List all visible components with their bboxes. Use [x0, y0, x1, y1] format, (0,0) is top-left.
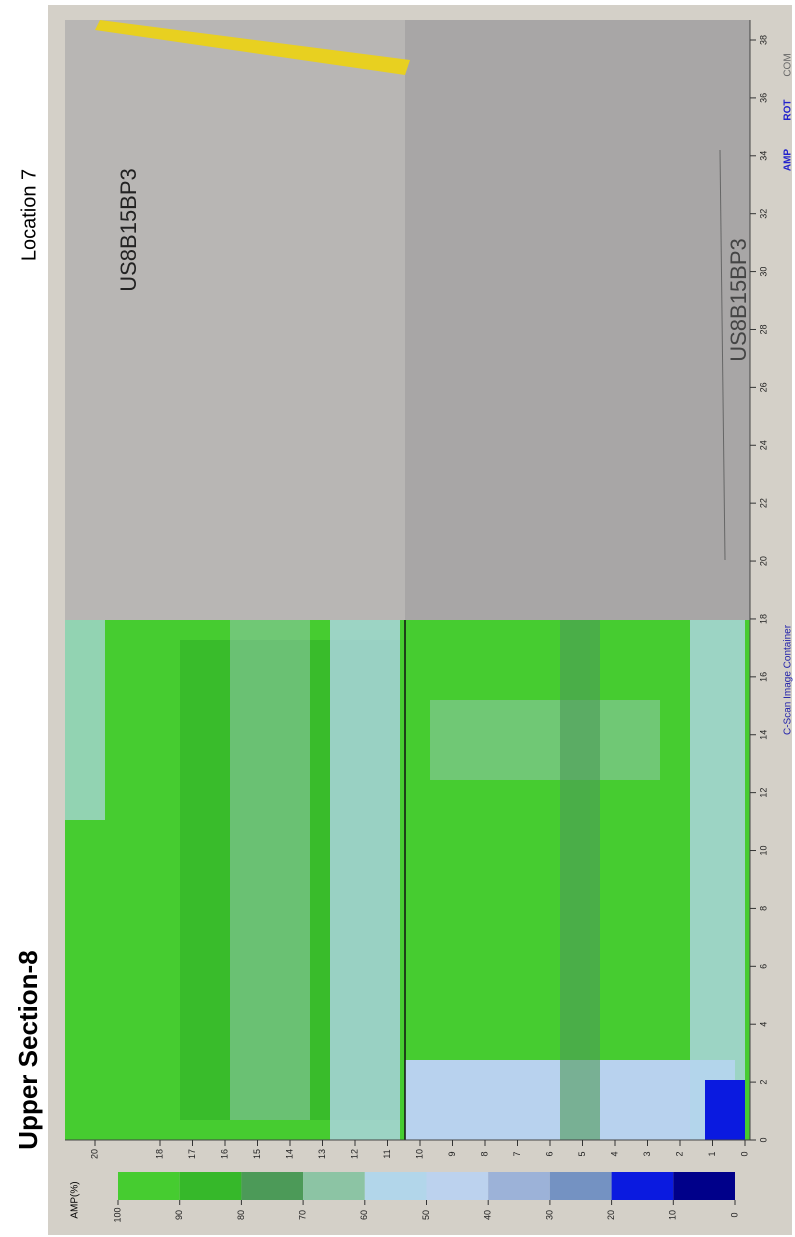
index-tick-label: 16: [219, 1149, 229, 1159]
scan-tick-label: 30: [758, 267, 768, 277]
scan-tick-label: 20: [758, 556, 768, 566]
colorbar-swatch: [488, 1172, 550, 1200]
index-tick-label: 7: [512, 1151, 522, 1156]
colorbar-swatch: [364, 1172, 427, 1200]
index-tick-label: 12: [349, 1149, 359, 1159]
title: Upper Section-8: [13, 950, 43, 1149]
scan-tick-label: 26: [758, 382, 768, 392]
scan-tick-label: 0: [758, 1137, 768, 1142]
colorbar-swatch: [241, 1172, 304, 1200]
colorbar-swatch: [118, 1172, 180, 1200]
index-tick-label: 4: [609, 1151, 619, 1156]
colorbar-tick-label: 10: [668, 1210, 678, 1220]
index-tick-label: 5: [577, 1151, 587, 1156]
colorbar-tick-label: 40: [483, 1210, 493, 1220]
index-tick-label: 8: [479, 1151, 489, 1156]
index-tick-label: 3: [642, 1151, 652, 1156]
button[interactable]: COM: [783, 53, 794, 76]
colorbar-tick-label: 0: [729, 1212, 739, 1217]
scan-tick-label: 34: [758, 151, 768, 161]
index-tick-label: 0: [739, 1151, 749, 1156]
scan-tick-label: 4: [758, 1022, 768, 1027]
button[interactable]: ROT: [783, 99, 794, 120]
colorbar-tick-label: 90: [174, 1210, 184, 1220]
panel-label: C-Scan Image Container: [783, 624, 794, 735]
scan-tick-label: 2: [758, 1080, 768, 1085]
scan-tick-label: 6: [758, 964, 768, 969]
tape: [95, 20, 410, 75]
scan-tick-label: 16: [758, 672, 768, 682]
index-tick-label: 6: [544, 1151, 554, 1156]
scan-tick-label: 24: [758, 440, 768, 450]
button[interactable]: AMP: [783, 149, 794, 172]
colorbar-tick-label: 100: [112, 1207, 122, 1222]
c-scan-image: [65, 620, 750, 1140]
colorbar-tick-label: 50: [421, 1210, 431, 1220]
scan-tick-label: 32: [758, 209, 768, 219]
scan-tick-label: 10: [758, 846, 768, 856]
scan-tick-label: 14: [758, 730, 768, 740]
colorbar-swatch: [673, 1172, 735, 1200]
colorbar-swatch: [549, 1172, 612, 1200]
colorbar-swatch: [179, 1172, 242, 1200]
scan-tick-label: 18: [758, 614, 768, 624]
pencil-line: [719, 149, 726, 561]
location: Location 7: [18, 169, 40, 261]
scan-tick-label: 36: [758, 93, 768, 103]
colorbar-label: AMP(%): [70, 1181, 81, 1218]
index-tick-label: 17: [187, 1149, 197, 1159]
index-tick-label: 2: [674, 1151, 684, 1156]
colorbar-tick-label: 80: [236, 1210, 246, 1220]
index-tick-label: 18: [154, 1149, 164, 1159]
colorbar-swatch: [303, 1172, 365, 1200]
colorbar-tick-label: 20: [606, 1210, 616, 1220]
photo-label: US8B15BP3: [116, 168, 141, 292]
scan-tick-label: 12: [758, 788, 768, 798]
photo: [405, 20, 750, 620]
scan-tick-label: 8: [758, 906, 768, 911]
scan-tick-label: 28: [758, 324, 768, 334]
index-tick-label: 13: [317, 1149, 327, 1159]
index-tick-label: 14: [284, 1149, 294, 1159]
photo: [65, 20, 405, 620]
colorbar-tick-label: 60: [359, 1210, 369, 1220]
photo-label: US8B15BP3: [726, 238, 751, 362]
colorbar-tick-label: 30: [544, 1210, 554, 1220]
colorbar-tick-label: 70: [297, 1210, 307, 1220]
colorbar-swatch: [426, 1172, 489, 1200]
index-tick-label: 9: [447, 1151, 457, 1156]
index-tick-label: 15: [252, 1149, 262, 1159]
scan-tick-label: 38: [758, 35, 768, 45]
colorbar-swatch: [611, 1172, 674, 1200]
scan-tick-label: 22: [758, 498, 768, 508]
index-tick-label: 10: [414, 1149, 424, 1159]
index-tick-label: 1: [707, 1151, 717, 1156]
index-tick-label: 20: [89, 1149, 99, 1159]
index-tick-label: 11: [382, 1149, 392, 1158]
